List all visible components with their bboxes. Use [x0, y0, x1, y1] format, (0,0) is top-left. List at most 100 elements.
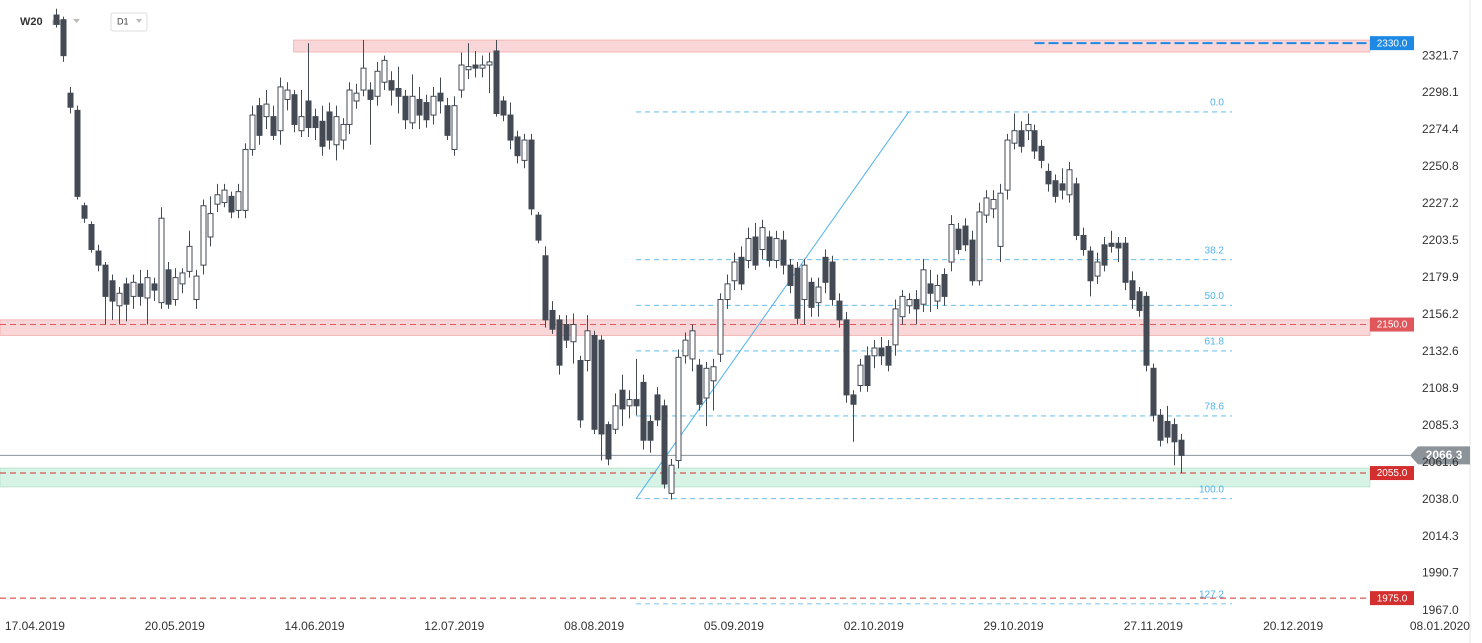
candle-body — [871, 347, 878, 357]
candle-body — [353, 92, 360, 102]
candle-body — [144, 277, 151, 299]
candle-body — [172, 277, 179, 301]
candle-body — [423, 102, 430, 121]
candle-body — [885, 345, 892, 366]
candle-body — [843, 319, 850, 396]
candle-body — [1011, 130, 1018, 144]
candle-body — [346, 89, 353, 125]
candle-body — [228, 195, 235, 213]
candle-body — [381, 59, 388, 83]
timeframe-button[interactable] — [110, 12, 148, 32]
candle-body — [430, 95, 437, 116]
candle-body — [1101, 244, 1108, 266]
candle-body — [703, 367, 710, 399]
candle-body — [479, 64, 486, 69]
candle-body — [864, 355, 871, 387]
x-tick-label: 08.08.2019 — [564, 619, 624, 633]
candle-body — [67, 92, 74, 108]
candle-body — [829, 261, 836, 301]
candle-body — [612, 405, 619, 430]
candle-body — [186, 245, 193, 272]
candle-body — [81, 205, 88, 219]
candle-body — [472, 64, 479, 69]
x-tick-label: 02.10.2019 — [844, 619, 904, 633]
fib-label: 38.2 — [1205, 245, 1225, 256]
price-tag-label: 2330.0 — [1377, 38, 1408, 49]
candle-body — [500, 100, 507, 116]
x-tick-label: 12.07.2019 — [424, 619, 484, 633]
candle-body — [277, 86, 284, 132]
candle-body — [654, 394, 661, 421]
candle-body — [906, 299, 913, 307]
candle-body — [1108, 242, 1115, 247]
last-price-tag — [1410, 446, 1470, 465]
fib-label: 100.0 — [1199, 484, 1224, 495]
candle-body — [640, 381, 647, 441]
candle-body — [605, 424, 612, 460]
y-tick-label: 2274.4 — [1422, 122, 1459, 136]
candle-body — [689, 330, 696, 360]
candle-body — [319, 120, 326, 147]
candle-body — [1045, 170, 1052, 185]
timeframe[interactable]: D1 — [117, 16, 129, 26]
candle-body — [822, 256, 829, 283]
candle-body — [556, 319, 563, 366]
y-tick-label: 2203.5 — [1422, 233, 1459, 247]
y-tick-label: 2250.8 — [1422, 159, 1459, 173]
y-tick-label: 1990.7 — [1422, 566, 1459, 580]
candle-body — [892, 308, 899, 346]
candle-body — [836, 300, 843, 321]
y-tick-label: 2038.0 — [1422, 492, 1459, 506]
candle-body — [570, 324, 577, 343]
candle-body — [409, 95, 416, 124]
candle-body — [367, 89, 374, 100]
candle-body — [102, 264, 109, 297]
candle-body — [493, 50, 500, 114]
candle-body — [1136, 291, 1143, 311]
price-tag-label: 2150.0 — [1377, 320, 1408, 331]
fib-label: 61.8 — [1205, 337, 1225, 348]
x-tick-label: 05.09.2019 — [704, 619, 764, 633]
candle-body — [158, 217, 165, 304]
candle-body — [249, 114, 256, 150]
candle-body — [1066, 169, 1073, 196]
candle-body — [1038, 145, 1045, 161]
y-tick-label: 2108.9 — [1422, 381, 1459, 395]
candle-body — [395, 87, 402, 97]
candle-body — [235, 191, 242, 211]
candle-body — [731, 261, 738, 282]
candle-body — [850, 394, 857, 405]
candle-body — [1080, 234, 1087, 251]
price-tag-label: 1975.0 — [1377, 593, 1408, 604]
candle-body — [137, 283, 144, 297]
candle-body — [983, 197, 990, 216]
x-tick-label: 20.12.2019 — [1263, 619, 1323, 633]
candle-body — [710, 366, 717, 382]
candle-body — [312, 116, 319, 129]
last-price-label: 2066.3 — [1426, 448, 1463, 462]
candle-body — [661, 405, 668, 485]
candle-body — [542, 255, 549, 321]
candle-body — [759, 227, 766, 251]
candle-body — [675, 356, 682, 462]
candle-body — [130, 281, 137, 297]
candle-body — [340, 123, 347, 141]
candle-body — [193, 275, 200, 301]
candle-body — [109, 280, 116, 302]
candle-body — [151, 283, 158, 291]
candle-body — [787, 264, 794, 286]
candle-body — [1025, 123, 1032, 132]
candle-body — [200, 205, 207, 266]
zone — [293, 39, 1371, 53]
candle-body — [969, 239, 976, 282]
candle-body — [1171, 424, 1178, 443]
candle-body — [962, 225, 969, 246]
candle-body — [780, 239, 787, 266]
candle-body — [221, 189, 228, 204]
x-tick-label: 27.11.2019 — [1124, 619, 1183, 633]
candle-body — [1122, 242, 1129, 283]
candle-body — [997, 192, 1004, 247]
candle-body — [878, 347, 885, 357]
candle-body — [815, 286, 822, 304]
candle-body — [458, 64, 465, 91]
